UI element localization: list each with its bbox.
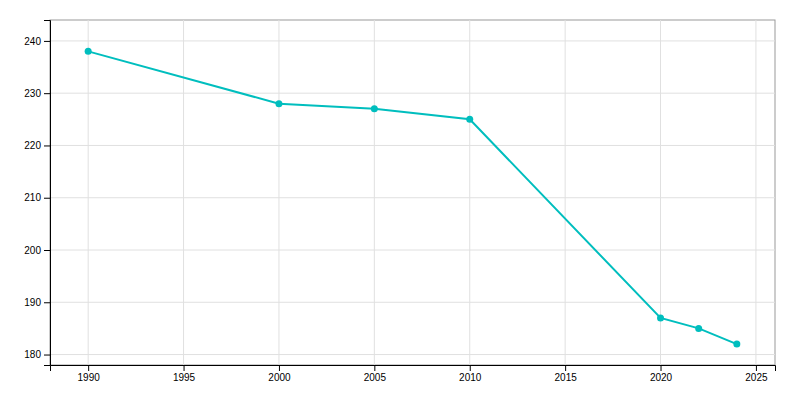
grid-line-x bbox=[88, 20, 89, 365]
y-axis: 180 190 200 210 220 230 240 bbox=[24, 21, 50, 366]
x-tick-label: 2025 bbox=[745, 372, 768, 383]
grid-line-y bbox=[50, 197, 775, 198]
x-tick-label: 2005 bbox=[364, 372, 387, 383]
y-tick: 240 bbox=[24, 36, 50, 47]
point bbox=[695, 325, 702, 332]
grid-line-x bbox=[374, 20, 375, 365]
y-tick-mark bbox=[44, 41, 50, 42]
x-axis: 1990 1995 2000 2005 2010 2015 2020 2025 bbox=[51, 365, 776, 383]
x-tick-label: 2000 bbox=[268, 372, 291, 383]
grid-line-x bbox=[755, 20, 756, 365]
chart: 1990 1995 2000 2005 2010 2015 2020 2025 180 190 20… bbox=[0, 0, 800, 400]
x-tick: 2015 bbox=[555, 365, 578, 383]
y-tick: 230 bbox=[24, 88, 50, 99]
y-tick-label: 230 bbox=[24, 88, 41, 99]
plot-frame bbox=[50, 20, 775, 365]
y-tick-mark bbox=[44, 250, 50, 251]
x-tick-mark bbox=[88, 365, 89, 371]
y-tick-mark bbox=[44, 145, 50, 146]
x-tick-mark bbox=[756, 365, 757, 371]
plot: 1990 1995 2000 2005 2010 2015 2020 2025 180 190 20… bbox=[24, 20, 775, 383]
x-tick-label: 2020 bbox=[650, 372, 673, 383]
x-tick: 2010 bbox=[459, 365, 482, 383]
grid bbox=[50, 20, 775, 365]
grid-line-x bbox=[469, 20, 470, 365]
x-tick-mark bbox=[661, 365, 662, 371]
grid-line-y bbox=[50, 250, 775, 251]
x-tick-label: 1990 bbox=[78, 372, 101, 383]
grid-line-x bbox=[183, 20, 184, 365]
x-tick-mark bbox=[184, 365, 185, 371]
x-tick-label: 2015 bbox=[555, 372, 578, 383]
y-tick-label: 210 bbox=[24, 192, 41, 203]
point bbox=[371, 105, 378, 112]
line bbox=[88, 51, 737, 344]
x-tick-label: 2010 bbox=[459, 372, 482, 383]
grid-line-y bbox=[50, 93, 775, 94]
grid-line-y bbox=[50, 302, 775, 303]
grid-line-y bbox=[50, 40, 775, 41]
x-tick-label: 1995 bbox=[173, 372, 196, 383]
point bbox=[275, 100, 282, 107]
point bbox=[85, 48, 92, 55]
grid-line-x bbox=[278, 20, 279, 365]
y-tick: 190 bbox=[24, 297, 50, 308]
y-tick-label: 180 bbox=[24, 349, 41, 360]
y-tick: 200 bbox=[24, 245, 50, 256]
x-tick: 1990 bbox=[78, 365, 101, 383]
y-tick: 210 bbox=[24, 192, 50, 203]
y-tick-mark bbox=[44, 302, 50, 303]
series bbox=[85, 48, 741, 348]
y-tick-mark bbox=[44, 355, 50, 356]
x-tick-mark bbox=[470, 365, 471, 371]
x-tick: 1995 bbox=[173, 365, 196, 383]
point bbox=[657, 314, 664, 321]
y-tick-label: 190 bbox=[24, 297, 41, 308]
y-axis-line bbox=[44, 21, 51, 366]
x-tick: 2020 bbox=[650, 365, 673, 383]
x-tick-mark bbox=[565, 365, 566, 371]
y-tick-mark bbox=[44, 198, 50, 199]
grid-line-x bbox=[660, 20, 661, 365]
grid-line-x bbox=[565, 20, 566, 365]
x-tick: 2025 bbox=[745, 365, 768, 383]
y-tick-label: 200 bbox=[24, 245, 41, 256]
y-tick: 180 bbox=[24, 349, 50, 360]
y-tick-label: 240 bbox=[24, 36, 41, 47]
x-tick-mark bbox=[374, 365, 375, 371]
point bbox=[733, 341, 740, 348]
grid-line-y bbox=[50, 354, 775, 355]
x-tick-mark bbox=[279, 365, 280, 371]
y-tick-mark bbox=[44, 93, 50, 94]
point bbox=[466, 116, 473, 123]
x-axis-line bbox=[51, 366, 776, 372]
x-tick: 2005 bbox=[364, 365, 387, 383]
y-tick-label: 220 bbox=[24, 140, 41, 151]
grid-line-y bbox=[50, 145, 775, 146]
x-tick: 2000 bbox=[268, 365, 291, 383]
y-tick: 220 bbox=[24, 140, 50, 151]
